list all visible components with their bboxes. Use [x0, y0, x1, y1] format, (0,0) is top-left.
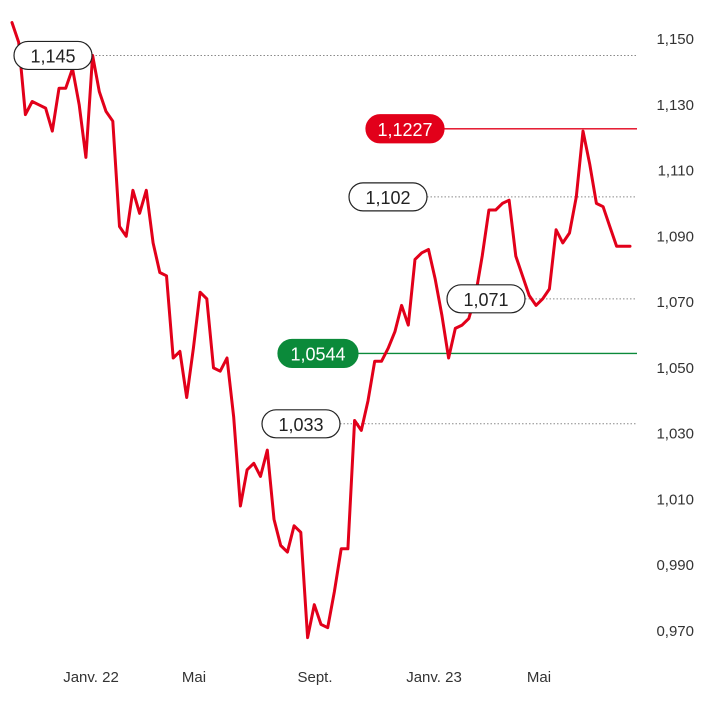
annotation-pill-shape	[348, 182, 428, 212]
annotation-pill: 1,102	[348, 182, 428, 212]
annotation-label: 1,1227	[377, 120, 432, 140]
y-tick-label: 0,990	[656, 557, 694, 574]
annotation-labels: 1,145 1,1227 1,102 1,071 1,0544 1,033	[13, 40, 526, 439]
annotation-label: 1,145	[30, 46, 75, 66]
y-tick-label: 1,010	[656, 491, 694, 508]
annotation-label: 1,102	[365, 188, 410, 208]
annotation-pill: 1,033	[261, 409, 341, 439]
annotation-pill-shape	[13, 40, 93, 71]
x-tick-label: Janv. 23	[406, 669, 462, 686]
annotation-pill-shape	[365, 114, 445, 144]
x-tick-label: Mai	[527, 669, 551, 686]
y-tick-label: 1,110	[658, 163, 694, 180]
annotation-label: 1,033	[278, 415, 323, 435]
annotation-pill-shape	[261, 409, 341, 439]
annotation-pill: 1,0544	[277, 338, 359, 369]
x-tick-label: Mai	[182, 669, 206, 686]
y-tick-label: 1,070	[656, 294, 694, 311]
y-tick-label: 1,150	[656, 31, 694, 48]
y-tick-label: 0,970	[656, 623, 694, 640]
annotation-pill: 1,145	[13, 40, 93, 71]
x-tick-label: Sept.	[297, 669, 332, 686]
annotation-pill: 1,071	[446, 284, 526, 314]
annotation-pill-shape	[277, 338, 359, 369]
y-axis: 1,150 1,130 1,110 1,090 1,070 1,050 1,030 1,010…	[656, 31, 694, 640]
series-line	[10, 21, 632, 640]
y-tick-label: 1,030	[656, 426, 694, 443]
x-axis: Janv. 22 Mai Sept. Janv. 23 Mai	[63, 669, 551, 686]
x-tick-label: Janv. 22	[63, 669, 119, 686]
annotation-label: 1,071	[463, 290, 508, 310]
series-layer	[10, 21, 632, 640]
annotation-label: 1,0544	[290, 344, 345, 364]
y-tick-label: 1,050	[656, 360, 694, 377]
y-tick-label: 1,130	[656, 97, 694, 114]
annotation-pill: 1,1227	[365, 114, 445, 144]
annotation-pill-shape	[446, 284, 526, 314]
y-tick-label: 1,090	[656, 228, 694, 245]
